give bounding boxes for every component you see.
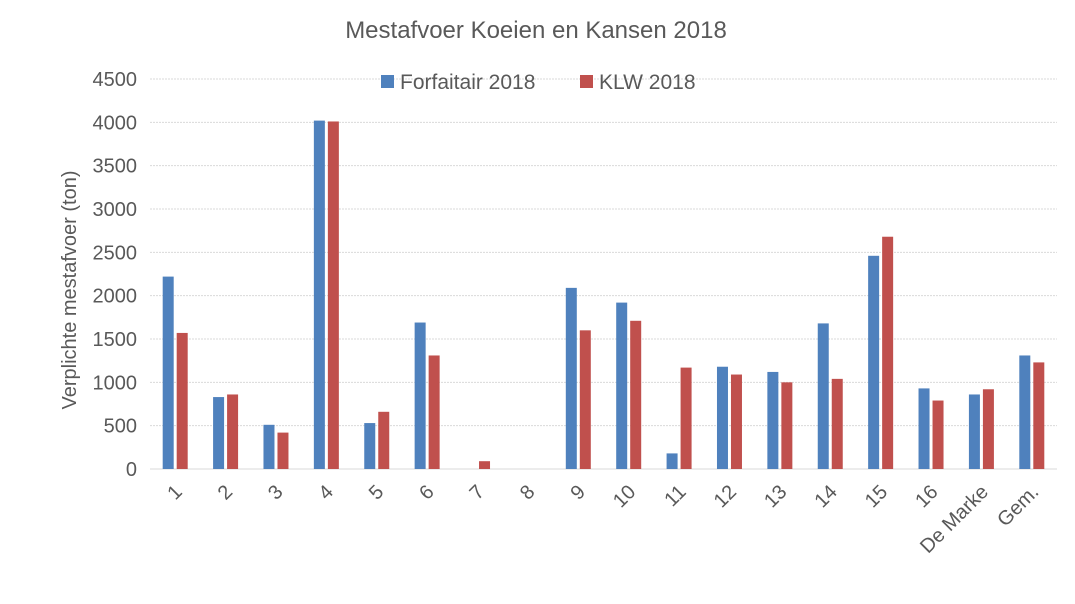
x-tick-label: Gem. <box>993 481 1043 531</box>
y-axis-ticks: 0 500 1000 1500 2000 2500 3000 3500 4000 4500 <box>93 69 138 481</box>
bar-forfaitair <box>868 255 880 469</box>
x-tick-label: 12 <box>710 481 741 512</box>
x-tick-label: 11 <box>660 481 690 511</box>
bar-forfaitair <box>1019 355 1031 469</box>
bar-forfaitair <box>968 394 980 469</box>
bar-klw <box>176 332 188 469</box>
x-tick-label: 9 <box>566 481 589 504</box>
bar-klw <box>982 389 994 469</box>
x-tick-label: 10 <box>609 481 640 512</box>
x-tick-label: 2 <box>214 481 237 504</box>
x-tick-label: 7 <box>466 481 489 504</box>
bar-klw <box>277 432 289 469</box>
bar-forfaitair <box>565 287 577 469</box>
bar-forfaitair <box>616 302 628 469</box>
legend-label-klw: KLW 2018 <box>599 71 696 94</box>
bar-klw <box>579 330 591 469</box>
x-tick-label: 8 <box>516 481 539 504</box>
chart-title: Mestafvoer Koeien en Kansen 2018 <box>345 17 727 44</box>
bar-klw <box>680 367 692 469</box>
bar-klw <box>1033 362 1045 469</box>
bar-forfaitair <box>716 366 728 469</box>
y-tick-label: 1500 <box>93 329 138 351</box>
bar-klw <box>730 374 742 469</box>
legend-swatch-forfaitair <box>381 75 394 88</box>
bar-klw <box>831 378 843 469</box>
bar-forfaitair <box>767 371 779 469</box>
y-tick-label: 3000 <box>93 199 138 221</box>
bar-forfaitair <box>414 322 426 469</box>
y-axis-title: Verplichte mestafvoer (ton) <box>59 171 81 410</box>
x-tick-label: 4 <box>314 481 337 504</box>
x-tick-label: 16 <box>911 481 942 512</box>
bar-forfaitair <box>918 388 930 469</box>
bar-klw <box>327 121 339 469</box>
legend-swatch-klw <box>580 75 593 88</box>
bars <box>162 120 1045 469</box>
bar-forfaitair <box>364 423 376 469</box>
legend: Forfaitair 2018 KLW 2018 <box>381 71 696 94</box>
y-tick-label: 2500 <box>93 242 138 264</box>
bar-forfaitair <box>213 397 225 469</box>
bar-klw <box>428 355 440 469</box>
x-tick-label: 13 <box>760 481 791 512</box>
y-tick-label: 4500 <box>93 69 138 91</box>
bar-klw <box>630 320 642 469</box>
bar-forfaitair <box>666 453 678 469</box>
bar-forfaitair <box>313 120 325 469</box>
bar-klw <box>227 394 239 469</box>
y-tick-label: 500 <box>104 416 137 438</box>
x-tick-label: 5 <box>365 481 388 504</box>
x-tick-label: 1 <box>163 481 186 504</box>
y-tick-label: 1000 <box>93 372 138 394</box>
bar-klw <box>378 411 390 469</box>
x-tick-label: 6 <box>415 481 438 504</box>
x-tick-label: 14 <box>810 481 841 512</box>
bar-forfaitair <box>817 323 829 469</box>
y-tick-label: 4000 <box>93 112 138 134</box>
bar-forfaitair <box>263 424 275 469</box>
bar-klw <box>479 461 491 469</box>
y-tick-label: 0 <box>126 459 137 481</box>
y-tick-label: 3500 <box>93 156 138 178</box>
gridlines <box>150 78 1057 470</box>
legend-label-forfaitair: Forfaitair 2018 <box>400 71 535 94</box>
x-tick-label: 3 <box>264 481 287 504</box>
x-tick-label: 15 <box>861 481 892 512</box>
bar-forfaitair <box>162 276 174 469</box>
bar-klw <box>781 382 793 469</box>
bar-klw <box>932 400 944 469</box>
bar-klw <box>882 236 894 469</box>
y-tick-label: 2000 <box>93 286 138 308</box>
